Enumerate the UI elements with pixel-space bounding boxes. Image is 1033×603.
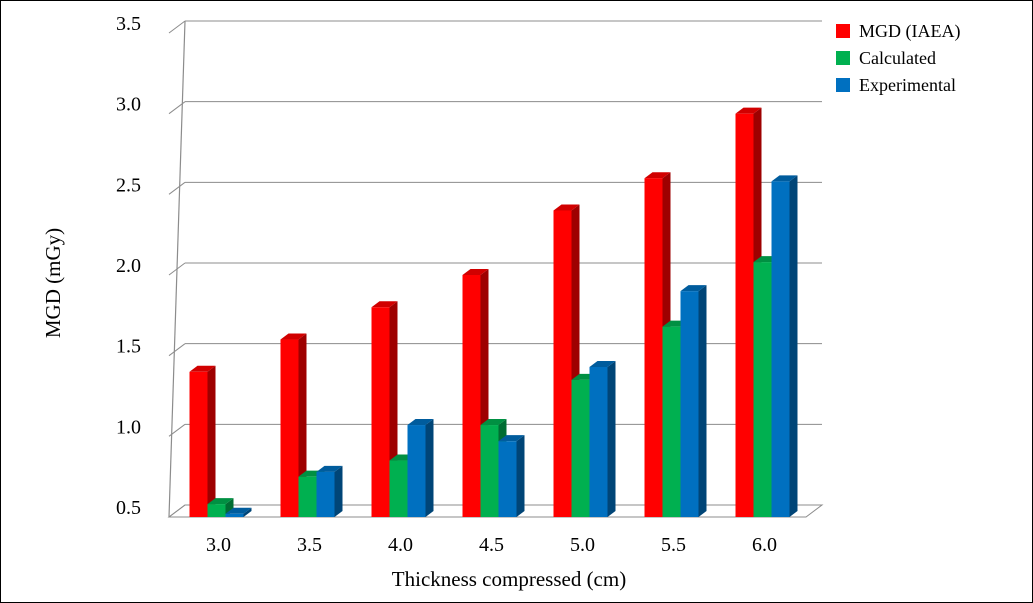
bar-front: [371, 307, 390, 517]
x-tick-label: 5.5: [661, 534, 686, 556]
bar-front: [407, 425, 426, 517]
x-tick-label: 6.0: [752, 534, 777, 556]
bar-front: [571, 379, 590, 517]
x-tick-label: 4.0: [388, 534, 413, 556]
bar: [207, 498, 234, 517]
bar-front: [389, 460, 408, 517]
bar-side: [207, 365, 216, 517]
bar-front: [480, 425, 499, 517]
bar-side: [334, 465, 343, 517]
bar-top: [407, 419, 434, 426]
gridline-side: [168, 423, 186, 437]
bar-top: [771, 175, 798, 182]
y-tick-label: 2.5: [116, 174, 141, 196]
bar: [771, 175, 798, 517]
bar-front: [735, 113, 754, 518]
bar: [589, 360, 616, 517]
y-tick-label: 0.5: [116, 497, 141, 519]
bar-front: [680, 291, 699, 517]
bar-side: [425, 419, 434, 517]
bar-top: [207, 498, 234, 505]
y-tick-label: 1.0: [116, 416, 141, 438]
bar-top: [280, 333, 307, 340]
bar: [189, 365, 216, 517]
bar-front: [462, 275, 481, 517]
gridline-side: [168, 181, 186, 195]
y-axis-label: MGD (mGy): [41, 228, 65, 338]
bar-front: [225, 513, 244, 517]
bar: [280, 333, 307, 517]
bar-side: [298, 333, 307, 517]
bar-top: [316, 465, 343, 472]
legend-swatch: [836, 24, 850, 38]
bar-top: [225, 507, 252, 514]
legend-label: Calculated: [859, 48, 936, 68]
x-tick-label: 3.0: [206, 534, 231, 556]
bar-front: [207, 504, 226, 517]
gridline-side: [168, 343, 186, 357]
bar-front: [498, 441, 517, 517]
gridline-side: [168, 20, 186, 34]
gridline-side: [168, 101, 186, 115]
y-tick-label: 2.0: [116, 255, 141, 277]
bar-side: [789, 175, 798, 517]
bar-front: [644, 178, 663, 517]
y-axis-ticks: 0.5 1.0 1.5 2.0 2.5 3.0 3.5: [116, 13, 141, 519]
bar-top: [480, 419, 507, 426]
bar-top: [371, 301, 398, 308]
x-tick-label: 4.5: [479, 534, 504, 556]
bar-side: [243, 507, 252, 517]
bar-top: [498, 435, 525, 442]
bar-side: [516, 435, 525, 517]
y-tick-label: 3.5: [116, 13, 141, 35]
bar-top: [553, 204, 580, 211]
x-axis-ticks: 3.0 3.5 4.0 4.5 5.0 5.5 6.0: [206, 534, 777, 556]
x-tick-label: 5.0: [570, 534, 595, 556]
bar-front: [189, 371, 208, 517]
bar-front: [589, 366, 608, 517]
bar-top: [735, 107, 762, 114]
bars: [189, 107, 798, 518]
bar-front: [662, 326, 681, 517]
bar: [680, 285, 707, 517]
gridline-side: [168, 262, 186, 276]
bar-side: [607, 360, 616, 517]
y-tick-label: 1.5: [116, 336, 141, 358]
bar: [316, 465, 343, 517]
legend-swatch: [836, 51, 850, 65]
x-tick-label: 3.5: [297, 534, 322, 556]
bar: [225, 507, 252, 517]
bar-front: [280, 339, 299, 517]
bar: [498, 435, 525, 517]
legend-label: MGD (IAEA): [859, 21, 960, 42]
bar: [407, 419, 434, 517]
bar-front: [298, 476, 317, 517]
bar-top: [589, 360, 616, 367]
bar-front: [771, 181, 790, 517]
bar-top: [644, 172, 671, 179]
legend-swatch: [836, 78, 850, 92]
bar-side: [698, 285, 707, 517]
bar-top: [462, 269, 489, 275]
bar-top: [680, 285, 707, 292]
legend-label: Experimental: [859, 75, 956, 95]
bar-front: [753, 262, 772, 517]
legend: MGD (IAEA) Calculated Experimental: [836, 21, 960, 95]
bar-front: [316, 471, 335, 517]
bar-top: [189, 365, 216, 372]
bar-front: [553, 210, 572, 517]
y-tick-label: 3.0: [116, 94, 141, 116]
x-axis-label: Thickness compressed (cm): [392, 567, 626, 591]
